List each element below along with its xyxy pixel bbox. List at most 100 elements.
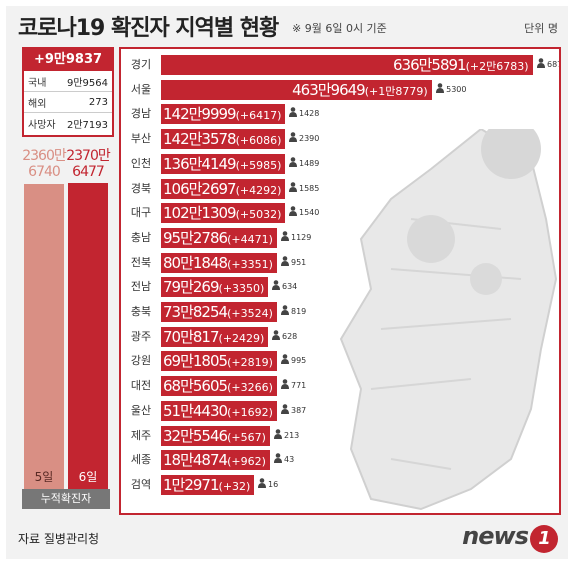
deaths-value: 43 [284, 455, 295, 465]
region-bar [161, 277, 268, 298]
region-total: 463만9649 [292, 80, 366, 99]
summary-row-deaths: 사망자 2만7193 [24, 113, 112, 133]
region-increase: (+6417) [235, 109, 282, 123]
region-label: 대전 [130, 379, 152, 393]
region-value-label: 32만5546(+567) [163, 425, 266, 446]
deaths-value: 1540 [299, 208, 320, 218]
summary-value: 273 [88, 96, 108, 108]
region-deaths: 1585 [289, 179, 319, 199]
region-row: 경남 142만9999(+6417) 1428 [121, 102, 559, 126]
region-value-label: 79만269(+3350) [163, 277, 265, 298]
region-deaths: 5300 [436, 80, 466, 100]
deaths-value: 634 [282, 282, 298, 292]
deaths-value: 387 [291, 405, 307, 415]
region-bar [161, 104, 285, 125]
summary-row-overseas: 해외 273 [24, 92, 112, 113]
region-value-label: 136만4149(+5985) [163, 153, 282, 174]
region-total: 142만3578 [163, 130, 237, 149]
region-bar [161, 252, 277, 273]
region-row: 세종 18만4874(+962) 43 [121, 448, 559, 472]
deaths-value: 771 [291, 381, 307, 391]
deaths-value: 6875 [547, 60, 559, 69]
region-bar [161, 400, 277, 421]
summary-row-domestic: 국내 9만9564 [24, 71, 112, 92]
region-deaths: 2390 [289, 129, 319, 149]
summary-label: 사망자 [28, 119, 56, 131]
region-increase: (+3351) [227, 257, 273, 271]
region-value-label: 102만1309(+5032) [163, 203, 282, 224]
region-total: 1만2971 [163, 475, 220, 494]
region-total: 70만817 [163, 327, 220, 346]
region-value-label: 18만4874(+962) [163, 450, 266, 471]
region-increase: (+4292) [235, 183, 282, 197]
region-value-label: 70만817(+2429) [163, 326, 265, 347]
region-label: 세종 [130, 453, 152, 467]
region-bar [161, 302, 277, 322]
region-value-label: 142만3578(+6086) [163, 129, 282, 150]
source-label: 자료 질병관리청 [18, 532, 100, 546]
region-label: 서울 [130, 82, 152, 96]
region-label: 강원 [130, 354, 152, 368]
cumulative-value-day5: 2360만 6740 [19, 148, 69, 180]
page-title: 코로나19 확진자 지역별 현황 [18, 16, 279, 41]
region-increase: (+1만8779) [364, 84, 428, 98]
region-value-label: 463만9649(+1만8779) [292, 80, 428, 100]
region-row: 대전 68만5605(+3266) 771 [121, 374, 559, 398]
cumulative-bar-day5 [24, 184, 64, 489]
cumulative-bar-day6 [68, 183, 108, 489]
region-bar [161, 227, 277, 248]
region-row: 경기 636만5891(+2만6783) 6875 [121, 53, 559, 77]
region-bar [161, 153, 285, 174]
region-row: 충남 95만2786(+4471) 1129 [121, 226, 559, 250]
deaths-value: 628 [282, 331, 298, 341]
region-label: 경남 [130, 107, 152, 121]
region-deaths: 387 [281, 401, 306, 421]
summary-label: 해외 [28, 98, 47, 110]
deaths-value: 819 [291, 307, 307, 316]
region-increase: (+567) [227, 430, 266, 444]
region-increase: (+962) [227, 455, 266, 469]
region-value-label: 80만1848(+3351) [163, 252, 273, 273]
region-deaths: 1428 [289, 104, 319, 124]
region-label: 충남 [130, 230, 152, 244]
cumulative-value-day5-line2: 6740 [28, 164, 61, 180]
region-row: 대구 102만1309(+5032) 1540 [121, 201, 559, 225]
region-bar [161, 376, 277, 397]
region-label: 전북 [130, 255, 152, 269]
region-total: 136만4149 [163, 154, 237, 173]
region-bar [161, 351, 277, 372]
region-value-label: 106만2697(+4292) [163, 178, 282, 199]
region-deaths: 6875 [537, 55, 559, 75]
logo-mark: 1 [530, 525, 558, 553]
region-value-label: 51만4430(+1692) [163, 400, 273, 421]
region-value-label: 73만8254(+3524) [163, 302, 273, 322]
deaths-value: 1585 [299, 183, 320, 193]
region-total: 68만5605 [163, 377, 228, 396]
region-label: 광주 [130, 329, 152, 343]
region-bar [161, 129, 285, 150]
deaths-value: 1489 [299, 158, 320, 168]
cumulative-value-day5-line1: 2360만 [22, 148, 67, 164]
region-deaths: 1489 [289, 154, 319, 174]
logo-text: news [462, 522, 529, 550]
region-increase: (+2429) [218, 331, 265, 345]
region-increase: (+3266) [227, 381, 273, 395]
korea-map-illustration [339, 129, 558, 511]
summary-value: 2만7193 [66, 119, 108, 131]
region-total: 80만1848 [163, 253, 228, 272]
region-increase: (+5032) [235, 208, 282, 222]
region-deaths: 819 [281, 302, 306, 322]
region-total: 18만4874 [163, 451, 228, 470]
deaths-value: 16 [268, 479, 279, 489]
region-value-label: 142만9999(+6417) [163, 104, 282, 125]
region-bar [161, 55, 533, 75]
region-total: 51만4430 [163, 401, 228, 420]
summary-box: +9만9837 국내 9만9564 해외 273 사망자 2만7193 [22, 47, 114, 137]
region-increase: (+5985) [235, 158, 282, 172]
region-label: 경기 [130, 58, 152, 71]
region-total: 69만1805 [163, 352, 228, 371]
region-value-label: 95만2786(+4471) [163, 227, 273, 248]
region-bar [161, 203, 285, 224]
deaths-value: 1129 [291, 232, 312, 242]
region-bar [161, 326, 268, 347]
